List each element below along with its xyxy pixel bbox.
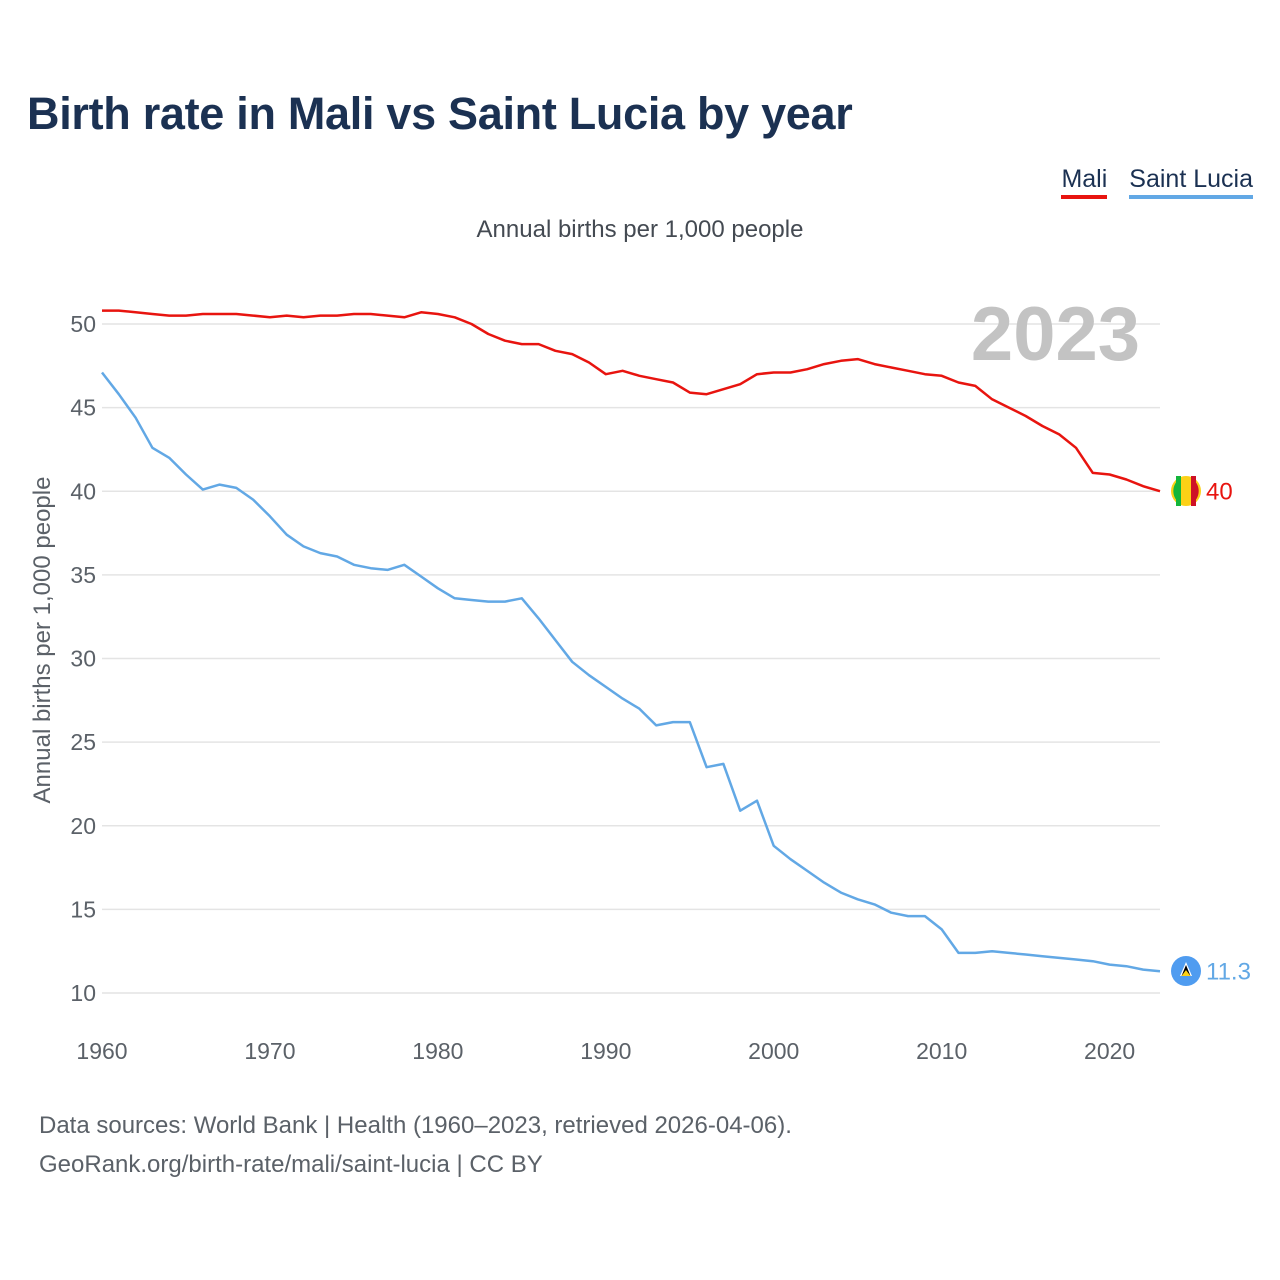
y-tick-label: 30 <box>70 646 96 672</box>
x-tick-label: 1990 <box>580 1038 631 1064</box>
y-tick-label: 20 <box>70 813 96 839</box>
y-tick-label: 45 <box>70 395 96 421</box>
year-label: 2023 <box>971 292 1140 377</box>
legend: Mali Saint Lucia <box>1061 165 1253 199</box>
x-tick-label: 1970 <box>244 1038 295 1064</box>
y-tick-label: 35 <box>70 562 96 588</box>
end-labels: 40 11.3 <box>1206 478 1251 985</box>
series-line-saint-lucia <box>101 371 1161 973</box>
mali-flag-icon <box>1171 476 1201 506</box>
x-tick-label: 2000 <box>748 1038 799 1064</box>
y-tick-label: 50 <box>70 311 96 337</box>
x-tick-label: 2020 <box>1084 1038 1135 1064</box>
y-tick-label: 10 <box>70 980 96 1006</box>
end-markers <box>1171 476 1201 986</box>
x-tick-label: 1960 <box>76 1038 127 1064</box>
end-label-mali: 40 <box>1206 478 1233 505</box>
source-line-2: GeoRank.org/birth-rate/mali/saint-lucia … <box>39 1151 543 1178</box>
chart-subtitle: Annual births per 1,000 people <box>476 216 804 243</box>
chart-title: Birth rate in Mali vs Saint Lucia by yea… <box>27 88 853 139</box>
series-line-mali <box>102 309 1161 493</box>
source-line-1: Data sources: World Bank | Health (1960–… <box>39 1112 792 1139</box>
y-tick-label: 15 <box>70 896 96 922</box>
legend-item-saint-lucia[interactable]: Saint Lucia <box>1129 165 1253 199</box>
x-tick-label: 2010 <box>916 1038 967 1064</box>
y-axis-label: Annual births per 1,000 people <box>29 477 56 804</box>
y-tick-label: 40 <box>70 478 96 504</box>
x-tick-label: 1980 <box>412 1038 463 1064</box>
legend-item-mali[interactable]: Mali <box>1061 165 1108 199</box>
y-tick-label: 25 <box>70 729 96 755</box>
saint-lucia-flag-icon <box>1171 956 1201 986</box>
source-note: Data sources: World Bank | Health (1960–… <box>39 1106 792 1184</box>
x-axis-ticks: 1960 1970 1980 1990 2000 2010 2020 <box>76 1038 1135 1064</box>
line-chart: 2023 10 15 20 25 30 35 40 45 50 1960 1970 1980 1990… <box>29 292 1251 1064</box>
y-axis-ticks: 10 15 20 25 30 35 40 45 50 <box>70 311 96 1006</box>
grid-lines <box>102 323 1160 994</box>
end-label-saint-lucia: 11.3 <box>1206 958 1251 985</box>
series-lines <box>101 309 1161 973</box>
